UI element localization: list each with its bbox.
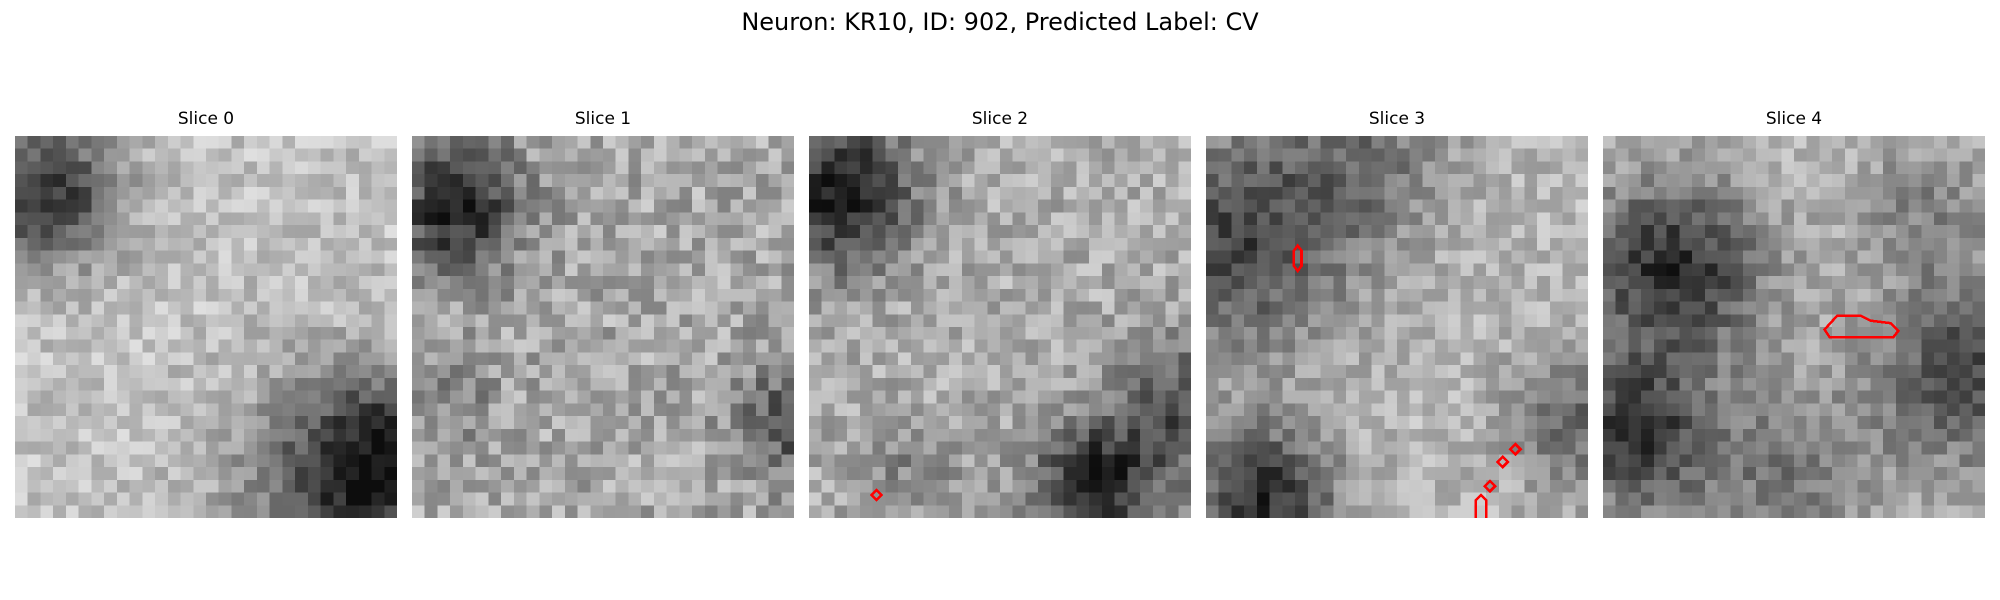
slice-image-0 xyxy=(15,136,397,518)
slice-panel-3: Slice 3 xyxy=(1206,108,1588,518)
slice-title-4: Slice 4 xyxy=(1765,109,1823,129)
slice-image-2 xyxy=(809,136,1191,518)
slice-panel-1: Slice 1 xyxy=(412,108,794,518)
slice-panel-0: Slice 0 xyxy=(15,108,397,518)
slice-image-3 xyxy=(1206,136,1588,518)
slice-image-1 xyxy=(412,136,794,518)
slice-title-2: Slice 2 xyxy=(971,109,1029,129)
slice-panel-4: Slice 4 xyxy=(1603,108,1985,518)
roi-contour xyxy=(1292,243,1303,274)
roi-contour xyxy=(1483,479,1497,494)
slice-image-4 xyxy=(1603,136,1985,518)
slice-panel-2: Slice 2 xyxy=(809,108,1191,518)
roi-contour xyxy=(1495,455,1510,469)
roi-contour xyxy=(869,488,884,502)
slice-title-1: Slice 1 xyxy=(574,109,632,129)
roi-contour xyxy=(1474,493,1488,518)
slice-title-3: Slice 3 xyxy=(1368,109,1426,129)
figure-title: Neuron: KR10, ID: 902, Predicted Label: … xyxy=(741,8,1259,36)
roi-contour xyxy=(1508,442,1523,457)
roi-contour xyxy=(1822,314,1901,339)
slice-title-0: Slice 0 xyxy=(177,109,235,129)
